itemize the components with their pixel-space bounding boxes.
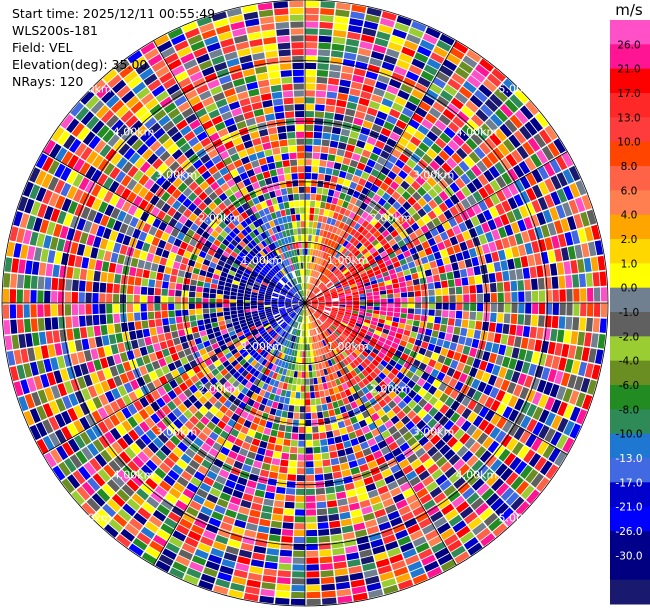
range-ring-label: 4.00km [113,126,155,139]
colorbar-swatch [610,117,650,143]
colorbar-swatch [610,214,650,240]
colorbar-swatch [610,141,650,167]
colorbar-swatch [610,482,650,508]
velocity-gate-group [4,1,580,592]
range-ring-label: 1.00km [241,340,283,353]
colorbar-swatch [610,506,650,532]
colorbar-tick-label: 17.0 [617,88,640,100]
azimuth-spoke [304,302,568,455]
range-ring-label: 1.00km [327,254,369,267]
azimuth-spoke [42,151,306,304]
nrays-label: NRays: 120 [12,74,84,89]
range-ring-label: 5.00km [70,511,112,524]
start-time-label: Start time: 2025/12/11 00:55:49 [12,6,216,21]
colorbar-swatch [610,336,650,362]
colorbar-tick-label: 6.0 [621,185,638,197]
velocity-gate-group [13,2,594,604]
range-ring-label: 3.00km [156,168,198,181]
instrument-label: WLS200s-181 [12,23,98,38]
colorbar-swatch [610,409,650,435]
range-ring-label: 3.00km [413,168,455,181]
colorbar: m/s 26.0 21.0 17.0 13.0 10.0 8.0 6.0 4.0 2.0 1.0 0… [610,1,650,605]
colorbar-swatch [610,385,650,410]
range-ring-label: 5.00km [498,83,540,96]
colorbar-swatch [610,44,650,70]
colorbar-swatches [610,20,650,605]
colorbar-tick-label: 0.0 [621,283,638,295]
colorbar-tick-label: -4.0 [619,356,640,368]
colorbar-swatch [610,458,650,483]
velocity-gate-group [27,21,597,606]
range-ring-label: 5.00km [70,83,112,96]
range-ring-label: 4.00km [113,468,155,481]
colorbar-tick-label: 21.0 [617,64,640,76]
range-ring-label: 2.00km [199,211,241,224]
velocity-sectors [2,0,608,606]
range-ring-labels: 1.00km 1.00km 1.00km 1.00km 2.00km 2.00km 2.00… [70,83,540,525]
range-ring-label: 4.00km [456,126,498,139]
range-ring-label: 3.00km [413,426,455,439]
range-ring-label: 5.00km [498,511,540,524]
field-label: Field: VEL [12,40,73,55]
colorbar-swatch [610,68,650,94]
colorbar-swatch [610,166,650,191]
colorbar-swatch [610,312,650,337]
velocity-gate-group [54,0,587,598]
azimuth-spoke [304,302,457,566]
colorbar-tick-label: 1.0 [621,258,638,270]
colorbar-tick-label: 8.0 [621,161,638,173]
colorbar-tick-label: 2.0 [621,234,638,246]
colorbar-unit: m/s [615,1,643,19]
colorbar-tick-label: -8.0 [619,404,640,416]
range-ring-label: 2.00km [199,383,241,396]
colorbar-tick-label: -6.0 [619,380,640,392]
range-ring-label: 1.00km [327,340,369,353]
colorbar-tick-label: -1.0 [619,307,640,319]
range-ring-label: 1.00km [241,254,283,267]
range-ring-label: 3.00km [156,426,198,439]
colorbar-swatch [610,287,650,313]
azimuth-spoke [42,302,306,455]
azimuth-spoke [153,302,306,566]
colorbar-swatch [610,360,650,386]
azimuth-spoke [304,151,568,304]
colorbar-tick-label: 10.0 [617,137,640,149]
azimuth-spoke [304,40,457,304]
colorbar-swatch [610,555,650,581]
colorbar-tick-label: 13.0 [617,112,640,124]
azimuth-spoke [153,40,306,304]
range-ring-label: 2.00km [370,211,412,224]
colorbar-swatch [610,190,650,216]
colorbar-swatch [610,20,650,45]
colorbar-tick-label: 26.0 [617,39,640,51]
colorbar-tick-label: 4.0 [621,210,638,222]
colorbar-tick-labels: 26.0 21.0 17.0 13.0 10.0 8.0 6.0 4.0 2.0 1.0 0.0 -1… [615,39,642,562]
azimuth-spokes [2,0,608,606]
colorbar-swatch [610,239,650,264]
colorbar-swatch [610,263,650,289]
colorbar-tick-label: -13.0 [615,453,642,465]
colorbar-swatch [610,531,650,556]
colorbar-swatch [610,433,650,459]
range-ring-label: 4.00km [456,468,498,481]
colorbar-tick-label: -21.0 [615,502,642,514]
colorbar-tick-label: -10.0 [615,429,642,441]
elevation-label: Elevation(deg): 35.00 [12,57,148,72]
colorbar-tick-label: -17.0 [615,477,642,489]
colorbar-tick-label: -26.0 [615,526,642,538]
range-ring-label: 2.00km [370,383,412,396]
colorbar-swatch [610,93,650,118]
colorbar-tick-label: -2.0 [619,331,640,343]
ppi-plot: 1.00km 1.00km 1.00km 1.00km 2.00km 2.00km 2.00… [1,0,609,607]
colorbar-swatch [610,579,650,605]
colorbar-tick-label: -30.0 [615,550,642,562]
